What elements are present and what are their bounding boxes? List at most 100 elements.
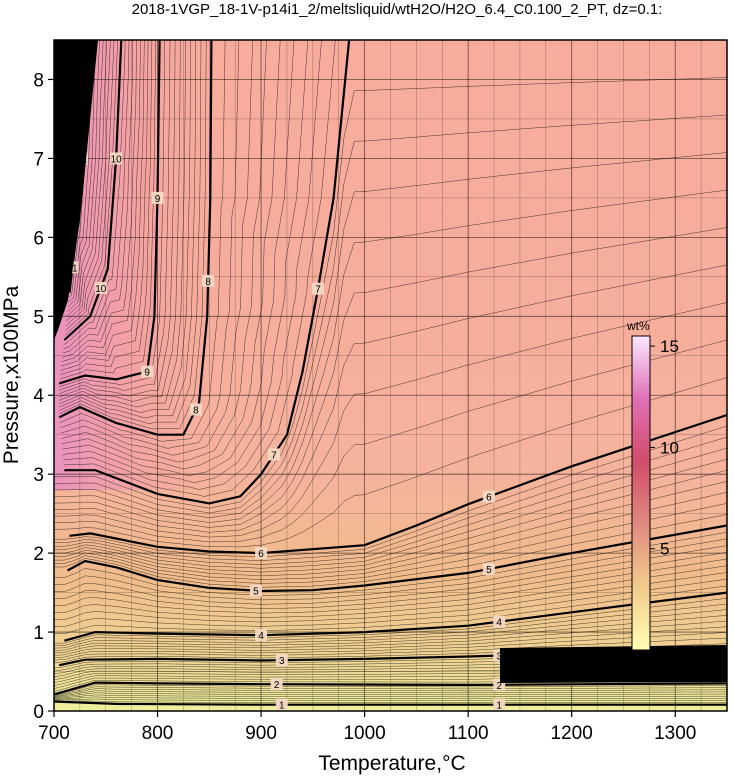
chart-title: 2018-1VGP_18-1V-p14i1_2/meltsliquid/wtH2… [132,1,663,18]
contour-label-box [493,698,506,711]
major-contour-4 [64,591,727,642]
colorbar-tick-label: 5 [660,540,669,559]
minor-contour [54,425,727,558]
y-tick-label: 7 [33,149,44,170]
contour-label: 4 [496,618,502,629]
contour-label-box [255,547,268,560]
x-tick-label: 700 [38,723,70,744]
minor-contour [59,40,186,408]
minor-contour [54,469,727,573]
minor-contour [54,632,727,659]
minor-contour [54,458,727,569]
minor-contour [54,598,727,644]
contour-label: 3 [279,656,285,667]
x-tick-label: 1100 [448,723,489,744]
minor-contour [54,637,727,661]
minor-contour [54,690,727,698]
minor-contour [66,40,108,322]
contour-label-box [202,274,215,287]
minor-contour [61,40,267,463]
minor-contour [67,40,100,312]
colorbar-tick-label: 10 [660,438,679,457]
minor-contour [63,40,322,490]
minor-contour [59,40,157,380]
minor-contour [54,609,727,649]
minor-contour [54,339,727,543]
contour-label-box [482,490,495,503]
minor-contour [54,227,727,528]
contour-label: 10 [111,154,123,165]
minor-contour [54,565,727,618]
minor-contour [54,264,727,533]
minor-contour [63,40,130,349]
minor-contour [59,40,226,442]
minor-contour [67,40,97,307]
minor-contour [54,688,727,697]
colorbar-fill [631,335,651,651]
minor-contour [54,503,727,584]
contour-label-box [275,654,288,667]
minor-contour [54,626,727,656]
x-axis: 700 800 900 1000 1100 1200 1300 [38,711,696,744]
x-tick-label: 1000 [343,723,385,744]
minor-contour [62,40,134,354]
contour-label-box [268,448,281,461]
colorbar: wt% 5 10 15 [626,319,679,651]
minor-contour [54,698,727,701]
minor-contour [54,114,727,514]
contour-label-box [189,403,202,416]
y-tick-label: 1 [33,623,44,644]
minor-contour [60,40,253,456]
minor-contour [61,40,141,362]
minor-contour [65,40,111,326]
contour-label: 9 [155,194,161,205]
contour-label: 8 [205,277,211,288]
contour-label-box [482,562,495,575]
contour-label-box [151,191,164,204]
minor-contour [60,40,153,375]
minor-contour [65,40,115,331]
contour-label: 10 [95,284,107,295]
contour-label: 2 [274,680,280,691]
minor-contour [54,189,727,523]
contour-label: 5 [253,587,259,598]
minor-contour [59,40,191,413]
contour-label-box [249,584,262,597]
minor-contour [63,40,126,345]
plot-frame [53,39,728,712]
colorbar-tick-label: 15 [660,337,679,356]
minor-contour [54,152,727,519]
minor-contour [54,686,727,697]
major-contour-7 [64,40,351,505]
major-contour-1 [54,700,727,706]
contour-label-box [94,281,107,294]
minor-contour [54,514,727,588]
minor-contour [54,447,727,565]
dense-contour-artifacts [54,40,727,683]
minor-contour [54,481,727,577]
contour-label-box [141,365,154,378]
minor-contour [54,578,727,627]
x-axis-title: Temperature,°C [318,752,465,775]
y-tick-label: 0 [33,702,44,723]
minor-contour [62,40,309,484]
minor-contour [54,492,727,580]
y-axis-title: Pressure,x100MPa [0,285,23,464]
x-tick-label: 1300 [654,723,696,744]
contour-label: 3 [496,652,502,663]
y-tick-label: 5 [33,307,44,328]
y-tick-label: 4 [33,386,44,407]
y-tick-label: 8 [33,70,44,91]
minor-contour [54,620,727,654]
minor-contour [62,40,137,358]
contour-label-box [275,698,288,711]
minor-contour [54,692,727,699]
minor-contour [59,40,171,391]
contour-label: 1 [496,701,502,712]
minor-contour [59,40,181,402]
minor-contour [60,40,240,449]
minor-contour [59,40,202,424]
minor-contour [54,615,727,651]
right-dense-band [500,645,727,683]
minor-contour [54,572,727,623]
